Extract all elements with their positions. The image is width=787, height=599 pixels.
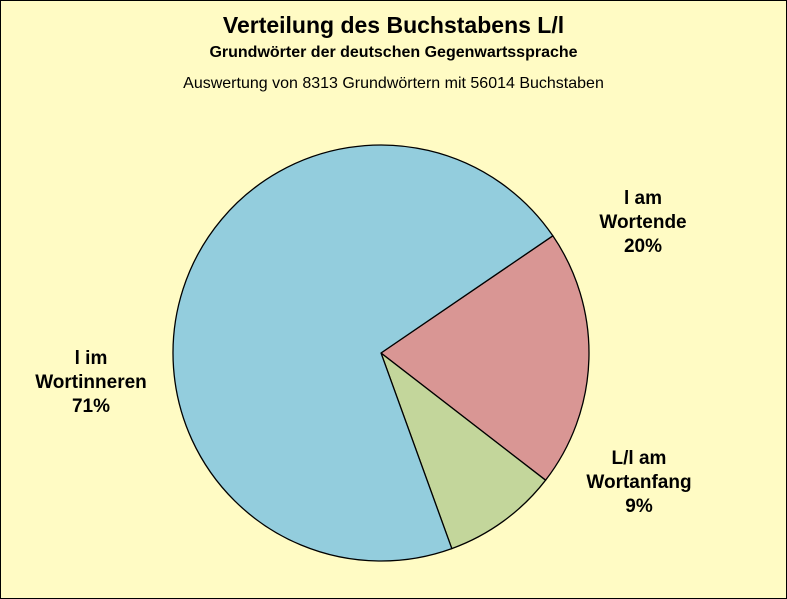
slice-label-line: 20% bbox=[623, 236, 663, 257]
slice-label-wortinneren: l im Wortinneren 71% bbox=[21, 347, 161, 419]
slice-label-line: 9% bbox=[625, 496, 653, 517]
chart-note: Auswertung von 8313 Grundwörtern mit 560… bbox=[183, 75, 604, 92]
chart-subtitle: Grundwörter der deutschen Gegenwartsspra… bbox=[209, 44, 578, 61]
slice-label-line: l im bbox=[74, 348, 108, 369]
slice-label-wortanfang: L/l am Wortanfang 9% bbox=[569, 447, 709, 519]
slice-label-line: l am bbox=[623, 188, 663, 209]
slice-label-wortende: l am Wortende 20% bbox=[583, 187, 703, 259]
slice-label-line: 71% bbox=[71, 396, 111, 417]
slice-label-line: Wortinneren bbox=[35, 372, 147, 393]
slice-label-line: Wortende bbox=[599, 212, 687, 233]
slice-label-line: L/l am bbox=[611, 448, 667, 469]
pie-slice-wortinneren bbox=[172, 144, 554, 562]
pie-slice-wortende bbox=[380, 235, 590, 481]
chart-title: Verteilung des Buchstabens L/l bbox=[222, 12, 565, 38]
pie-slice-wortanfang bbox=[380, 352, 547, 550]
slice-label-line: Wortanfang bbox=[586, 472, 692, 493]
